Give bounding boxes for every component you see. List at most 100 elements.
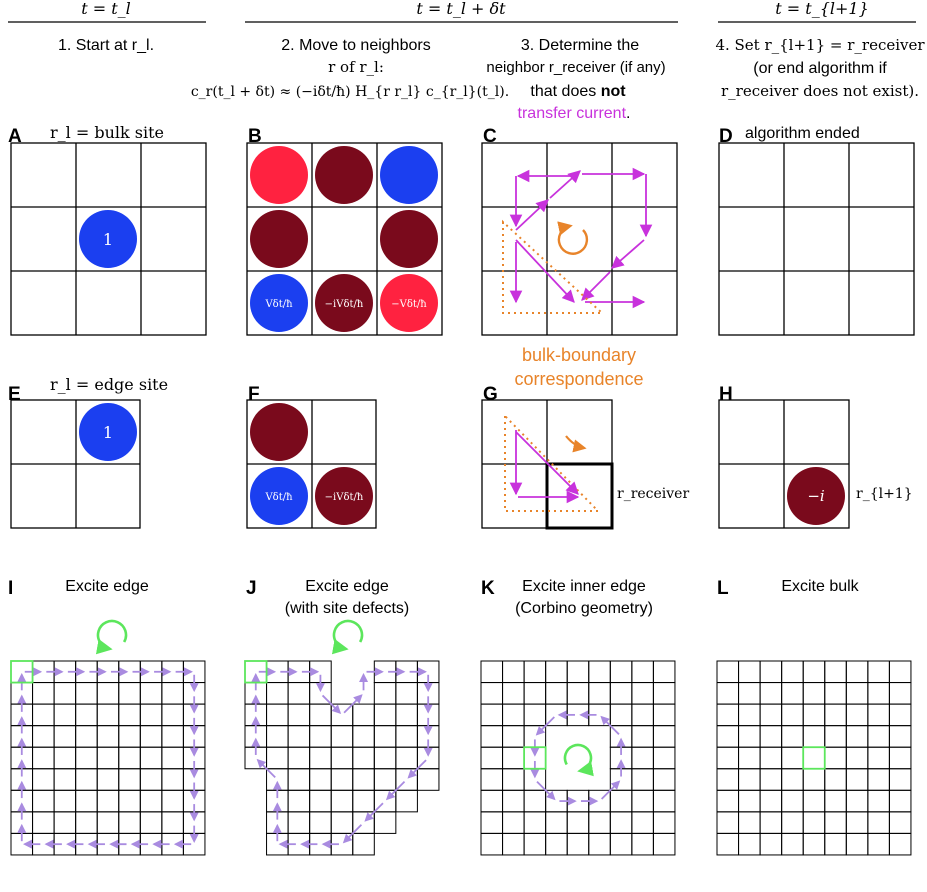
lattice-cell [888,703,912,727]
excited-site [802,746,826,770]
lattice-cell [609,811,633,834]
lattice-cell [502,832,525,856]
panel-k-title1: Excite inner edge [522,578,646,595]
lattice-cell [738,746,761,770]
lattice-cell [352,703,375,727]
lattice-cell [523,789,547,813]
lattice-cell [53,789,77,813]
panel-e-label: r_l = edge site [50,375,168,394]
site-amplitude [250,210,308,268]
lattice-cell [652,811,676,834]
lattice-cell [502,811,525,834]
lattice-cell [53,746,77,770]
lattice-cell [161,703,184,727]
panel-l-title: Excite bulk [781,578,859,595]
lattice-cell [652,768,676,791]
lattice-cell [480,832,504,856]
lattice-cell [161,768,184,791]
panel-d-label: algorithm ended [745,125,860,142]
lattice-cell [266,725,289,748]
lattice-cell [738,660,761,684]
panel-letter: C [483,126,497,147]
lattice-cell [75,746,98,770]
step1-text: 1. Start at r_l. [58,37,154,54]
lattice-cell [867,682,890,705]
site-amplitude [315,146,373,204]
lattice-cell [609,789,633,813]
lattice-cell [96,768,120,791]
edge-current-arrow [535,716,555,736]
lattice-cell [352,768,375,791]
lattice-cell [759,703,783,727]
col1-time: t = t_l [81,0,131,18]
lattice-cell [738,832,761,856]
lattice-cell [395,703,418,727]
lattice-cell [802,703,826,727]
lattice-cell [545,811,568,834]
lattice-cell [845,682,869,705]
lattice-cell [352,789,375,813]
lattice-cell [824,789,847,813]
lattice-cell [824,703,847,727]
lattice-cell [588,682,611,705]
lattice-cell [824,660,847,684]
lattice-cell [781,682,804,705]
lattice-cell [161,746,184,770]
circulation-arrow [95,619,128,655]
panel-letter: D [719,126,733,147]
lattice-cell [523,832,547,856]
lattice-cell [352,725,375,748]
excited-site [10,660,34,684]
site-value: −iVδt/ħ [325,492,364,503]
lattice-cell [888,832,912,856]
lattice-cell [609,832,633,856]
lattice-cell [867,660,890,684]
lattice-cell [139,725,163,748]
panel-k [480,660,676,856]
site-value: 1 [103,423,113,442]
lattice-cell [802,682,826,705]
panel-a-label: r_l = bulk site [50,123,164,142]
lattice-cell [352,832,375,856]
circulation-arrow [331,619,364,655]
lattice-cell [781,660,804,684]
lattice-cell [716,703,740,727]
panel-a: A r_l = bulk site 1 [8,123,207,336]
panel-c: C bulk-boundary correspondence [481,126,678,389]
current-arrows [509,167,653,309]
lattice-cell [309,703,332,727]
lattice-cell [609,682,633,705]
lattice-cell [395,746,418,770]
site-amplitude [250,146,308,204]
grid-2x2 [246,399,377,529]
receiver-site [545,462,614,530]
site-amplitude [315,467,373,525]
lattice-cell [287,811,311,834]
step4-line3: r_receiver does not exist). [721,82,919,100]
lattice-cell [287,682,311,705]
lattice-cell [759,746,783,770]
step2-line3: c_r(t_l + δt) ≈ (−iδt/ħ) H_{r r_l} c_{r_… [191,84,509,100]
lattice-cell [96,682,120,705]
lattice-cell [373,811,397,834]
grid-3x3 [246,142,443,336]
lattice-cell [824,768,847,791]
lattice-cell [118,682,141,705]
panel-letter: J [246,578,257,599]
lattice-cell [888,725,912,748]
lattice-cell [502,789,525,813]
lattice-cell [139,768,163,791]
lattice-cell [802,660,826,684]
lattice-cell [53,768,77,791]
lattice-cell [96,703,120,727]
lattice-cell [716,682,740,705]
lattice-cell [287,746,311,770]
lattice-cell [802,746,826,770]
lattice-cell [53,682,77,705]
edge-current-arrow [385,781,406,801]
site-amplitude [250,274,308,332]
site-amplitude [315,274,373,332]
step2-line1: 2. Move to neighbors [281,37,430,54]
site-value: −Vδt/ħ [391,299,427,310]
edge-current-arrow [256,758,276,779]
